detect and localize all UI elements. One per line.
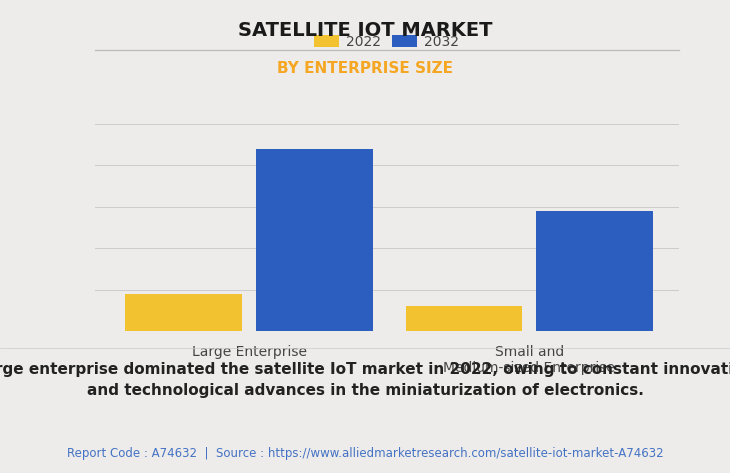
Bar <box>126 294 242 331</box>
Bar <box>406 306 523 331</box>
Bar <box>256 149 373 331</box>
Text: SATELLITE IOT MARKET: SATELLITE IOT MARKET <box>238 21 492 40</box>
Text: Large enterprise dominated the satellite IoT market in 2022, owing to constant i: Large enterprise dominated the satellite… <box>0 362 730 398</box>
Bar <box>537 211 653 331</box>
Legend: 2022, 2032: 2022, 2032 <box>309 29 465 54</box>
Text: BY ENTERPRISE SIZE: BY ENTERPRISE SIZE <box>277 61 453 76</box>
Text: Report Code : A74632  |  Source : https://www.alliedmarketresearch.com/satellite: Report Code : A74632 | Source : https://… <box>66 447 664 460</box>
